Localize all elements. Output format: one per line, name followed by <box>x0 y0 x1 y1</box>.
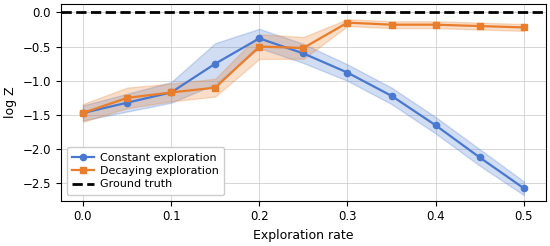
Decaying exploration <box>520 26 527 29</box>
Constant exploration <box>168 91 174 94</box>
Constant exploration <box>300 52 307 55</box>
Decaying exploration <box>476 25 483 28</box>
Constant exploration <box>212 62 218 65</box>
Constant exploration <box>256 37 262 40</box>
Constant exploration <box>124 101 130 104</box>
Constant exploration <box>388 94 395 97</box>
X-axis label: Exploration rate: Exploration rate <box>253 229 354 242</box>
Decaying exploration <box>124 96 130 99</box>
Decaying exploration <box>432 23 439 26</box>
Decaying exploration <box>256 45 262 48</box>
Constant exploration <box>476 156 483 159</box>
Constant exploration <box>80 111 86 114</box>
Decaying exploration <box>300 46 307 49</box>
Decaying exploration <box>388 23 395 26</box>
Constant exploration <box>344 71 351 74</box>
Constant exploration <box>520 187 527 190</box>
Decaying exploration <box>212 86 218 89</box>
Decaying exploration <box>80 111 86 114</box>
Line: Decaying exploration: Decaying exploration <box>80 19 527 116</box>
Y-axis label: log Z: log Z <box>4 87 17 118</box>
Legend: Constant exploration, Decaying exploration, Ground truth: Constant exploration, Decaying explorati… <box>67 147 224 195</box>
Decaying exploration <box>168 91 174 94</box>
Constant exploration <box>432 124 439 127</box>
Decaying exploration <box>344 21 351 24</box>
Line: Constant exploration: Constant exploration <box>80 35 527 191</box>
